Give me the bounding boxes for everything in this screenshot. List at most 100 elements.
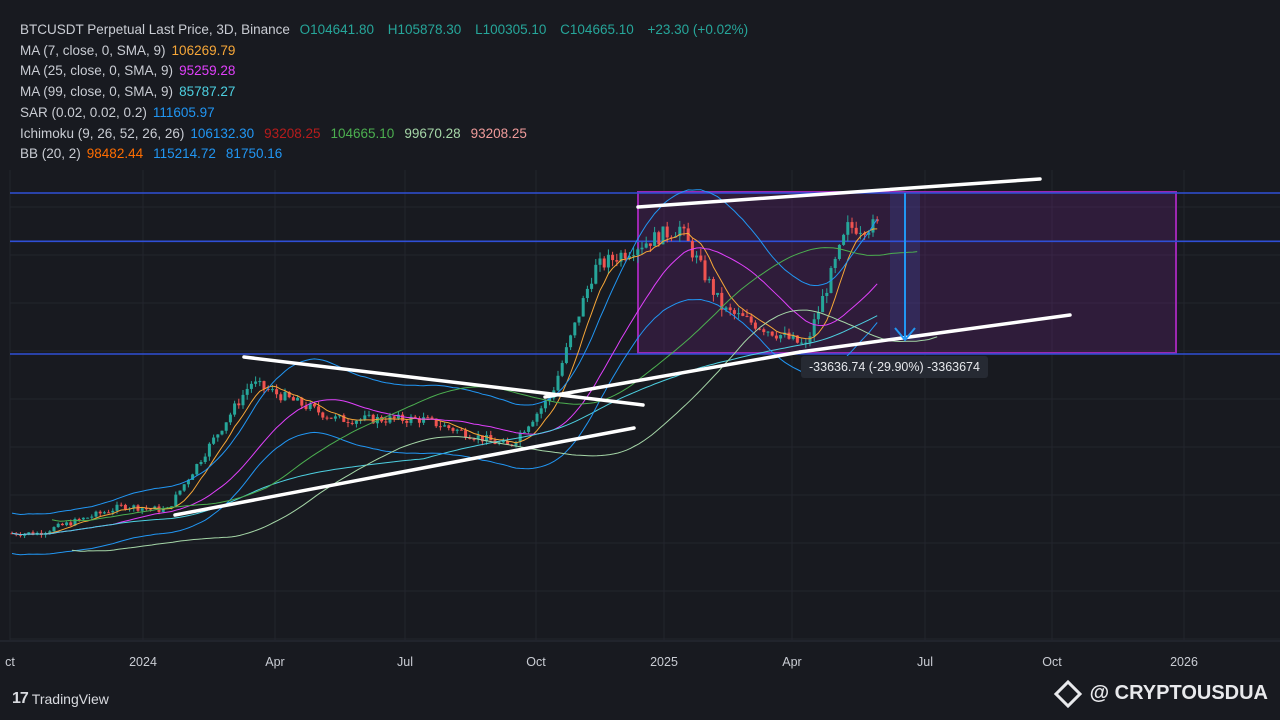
candle-body bbox=[867, 232, 871, 235]
candle-body bbox=[98, 511, 102, 514]
candle-body bbox=[800, 342, 804, 344]
candle-body bbox=[812, 319, 816, 337]
candle-body bbox=[90, 516, 94, 518]
indicator-value: 104665.10 bbox=[330, 125, 395, 141]
candle-body bbox=[291, 397, 295, 401]
candle-body bbox=[774, 335, 778, 339]
candle-body bbox=[279, 394, 283, 401]
tradingview-brand[interactable]: 17 TradingView bbox=[12, 690, 109, 708]
candle-body bbox=[392, 416, 396, 419]
trendline bbox=[173, 426, 636, 517]
ma7-line bbox=[11, 228, 878, 536]
candle-body bbox=[703, 260, 707, 281]
candle-body bbox=[623, 252, 627, 259]
candle-body bbox=[711, 279, 715, 295]
candle-body bbox=[556, 375, 560, 391]
watermark: @ CRYPTOUSDUA bbox=[1053, 679, 1268, 708]
x-tick-label: Jul bbox=[397, 655, 413, 669]
candle-body bbox=[632, 255, 636, 257]
range-box bbox=[637, 191, 1177, 354]
candle-body bbox=[854, 227, 858, 234]
candle-body bbox=[31, 532, 35, 535]
candle-body bbox=[753, 322, 757, 329]
x-tick-label: 2024 bbox=[129, 655, 157, 669]
candle-body bbox=[661, 226, 665, 245]
candle-body bbox=[619, 252, 623, 262]
indicator-row: MA (99, close, 0, SMA, 9) 85787.27 bbox=[20, 82, 748, 103]
candle-body bbox=[438, 426, 442, 428]
candle-body bbox=[762, 329, 766, 333]
candle-body bbox=[678, 226, 682, 237]
indicator-value: 95259.28 bbox=[179, 63, 236, 79]
candle-body bbox=[665, 226, 669, 238]
candle-body bbox=[300, 397, 304, 406]
candle-body bbox=[371, 414, 375, 424]
candle-body bbox=[527, 426, 531, 432]
candle-body bbox=[606, 254, 610, 268]
candle-body bbox=[699, 255, 703, 261]
candle-body bbox=[640, 247, 644, 250]
candle-body bbox=[132, 505, 136, 509]
x-tick-label: 2026 bbox=[1170, 655, 1198, 669]
candle-body bbox=[728, 307, 732, 311]
close-value: C104665.10 bbox=[560, 22, 634, 37]
candle-body bbox=[657, 232, 661, 245]
candle-body bbox=[804, 342, 808, 344]
symbol-title: BTCUSDT Perpetual Last Price, 3D, Binanc… bbox=[20, 22, 290, 37]
watermark-text: @ CRYPTOUSDUA bbox=[1089, 682, 1268, 704]
indicator-row: MA (25, close, 0, SMA, 9) 95259.28 bbox=[20, 61, 748, 82]
candle-body bbox=[434, 418, 438, 427]
candle-body bbox=[321, 412, 325, 418]
candle-body bbox=[863, 232, 867, 235]
candle-body bbox=[602, 258, 606, 268]
ichimoku-span bbox=[71, 309, 938, 552]
candle-body bbox=[485, 435, 489, 442]
candle-body bbox=[791, 335, 795, 339]
candle-body bbox=[413, 416, 417, 419]
indicator-value: 115214.72 bbox=[153, 146, 216, 162]
candle-body bbox=[287, 392, 291, 398]
candle-body bbox=[787, 332, 791, 339]
candle-body bbox=[216, 434, 220, 438]
indicator-row: Ichimoku (9, 26, 52, 26, 26) 106132.30 932… bbox=[20, 124, 748, 145]
candle-body bbox=[18, 534, 22, 536]
trendline bbox=[798, 313, 1072, 354]
candle-body bbox=[405, 420, 409, 423]
candle-body bbox=[686, 228, 690, 242]
candle-body bbox=[69, 522, 73, 526]
candle-body bbox=[178, 490, 182, 495]
candle-body bbox=[144, 508, 148, 510]
candle-body bbox=[564, 347, 568, 364]
candle-body bbox=[312, 403, 316, 407]
candle-body bbox=[363, 415, 367, 420]
candle-body bbox=[577, 316, 581, 323]
candle-body bbox=[514, 442, 518, 446]
candle-body bbox=[212, 437, 216, 444]
trendline bbox=[636, 177, 1042, 209]
indicator-row: MA (7, close, 0, SMA, 9) 106269.79 bbox=[20, 41, 748, 62]
candle-body bbox=[308, 403, 312, 409]
indicator-value: 81750.16 bbox=[225, 146, 283, 162]
indicator-label: MA (99, close, 0, SMA, 9) bbox=[20, 84, 174, 100]
candle-body bbox=[296, 397, 300, 401]
tradingview-logo-icon: 17 bbox=[12, 690, 29, 707]
candle-body bbox=[333, 416, 337, 419]
candle-body bbox=[111, 510, 115, 513]
x-tick-label: Oct bbox=[526, 655, 546, 669]
candle-body bbox=[119, 504, 123, 506]
candle-body bbox=[560, 363, 564, 376]
candle-body bbox=[501, 440, 505, 443]
candle-body bbox=[396, 414, 400, 419]
x-tick-label: Apr bbox=[265, 655, 284, 669]
candle-body bbox=[585, 288, 589, 299]
candle-body bbox=[749, 316, 753, 323]
candle-body bbox=[266, 388, 270, 390]
indicator-value: 106269.79 bbox=[171, 42, 236, 58]
candle-body bbox=[422, 417, 426, 423]
candle-body bbox=[447, 425, 451, 429]
candle-body bbox=[808, 336, 812, 343]
candle-body bbox=[695, 255, 699, 258]
candle-body bbox=[850, 222, 854, 228]
candle-body bbox=[346, 421, 350, 423]
